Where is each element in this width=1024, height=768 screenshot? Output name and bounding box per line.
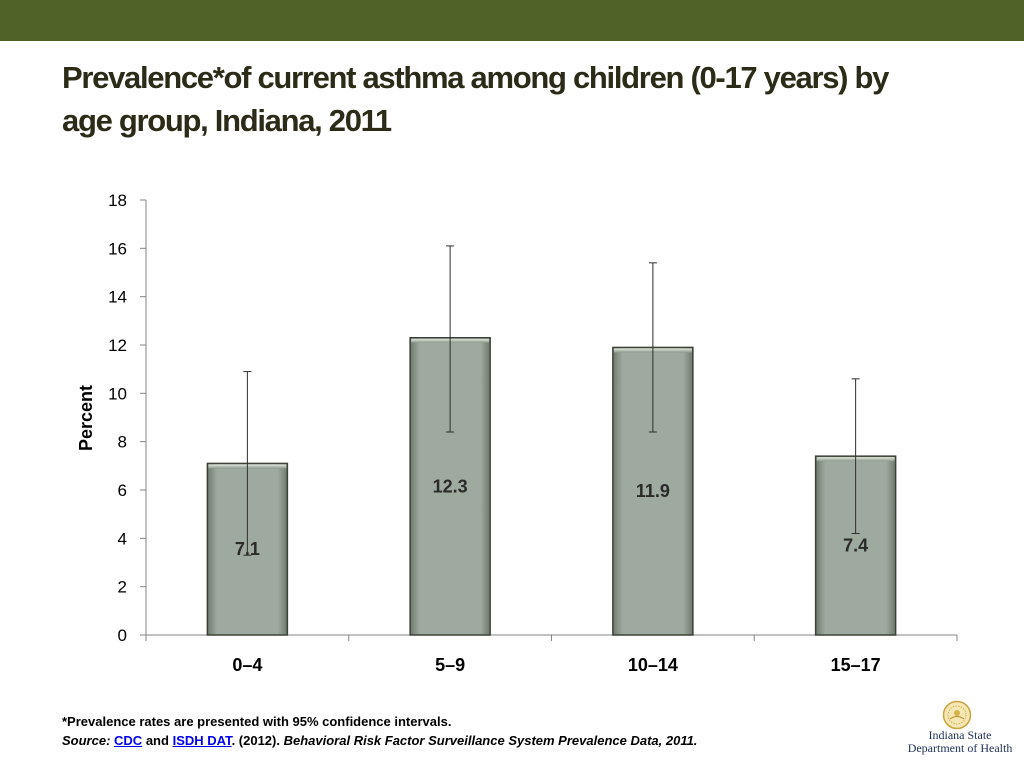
data-label: 7.4: [843, 536, 868, 556]
page-title: Prevalence*of current asthma among child…: [62, 56, 962, 142]
and-text: and: [145, 733, 169, 748]
top-banner: [0, 0, 1024, 41]
y-tick-label: 12: [108, 336, 127, 355]
footnote: *Prevalence rates are presented with 95%…: [62, 712, 882, 750]
org-line-2: Department of Health: [907, 741, 1013, 755]
footnote-ci-note: *Prevalence rates are presented with 95%…: [62, 714, 452, 729]
x-tick-label: 15–17: [831, 655, 881, 675]
x-tick-label: 10–14: [628, 655, 678, 675]
publication-title: Behavioral Risk Factor Surveillance Syst…: [283, 733, 698, 748]
isdh-logo: Indiana State Department of Health: [902, 700, 1018, 760]
state-seal-icon: [942, 700, 972, 730]
isdh-dat-link[interactable]: ISDH DAT: [172, 733, 232, 748]
org-name: Indiana State Department of Health: [902, 729, 1018, 755]
y-tick-label: 0: [118, 626, 127, 645]
source-label: Source:: [62, 733, 111, 748]
cdc-link[interactable]: CDC: [114, 733, 143, 748]
y-tick-label: 18: [108, 191, 127, 210]
x-tick-label: 5–9: [435, 655, 465, 675]
x-tick-label: 0–4: [232, 655, 262, 675]
bar-chart: 0 2 4 6 8 10 12 14 16 18 Percent 7.1 0–4 12.3 5–9 11.9 1…: [76, 191, 958, 675]
y-tick-label: 14: [108, 288, 127, 307]
footnote-source: Source: CDC and ISDH DAT. (2012). Behavi…: [62, 731, 882, 750]
data-label: 12.3: [433, 476, 468, 496]
y-axis-label: Percent: [76, 385, 96, 451]
y-tick-label: 2: [118, 578, 127, 597]
title-line-2: age group, Indiana, 2011: [62, 103, 392, 138]
y-tick-label: 8: [118, 433, 127, 452]
data-label: 7.1: [235, 539, 260, 559]
year-text: . (2012).: [231, 733, 280, 748]
y-tick-label: 6: [118, 481, 127, 500]
title-line-1: Prevalence*of current asthma among child…: [62, 60, 889, 95]
data-label: 11.9: [636, 481, 670, 501]
org-line-1: Indiana State: [928, 728, 992, 742]
y-tick-label: 4: [118, 529, 127, 548]
y-tick-label: 16: [108, 239, 127, 258]
y-tick-label: 10: [108, 384, 127, 403]
